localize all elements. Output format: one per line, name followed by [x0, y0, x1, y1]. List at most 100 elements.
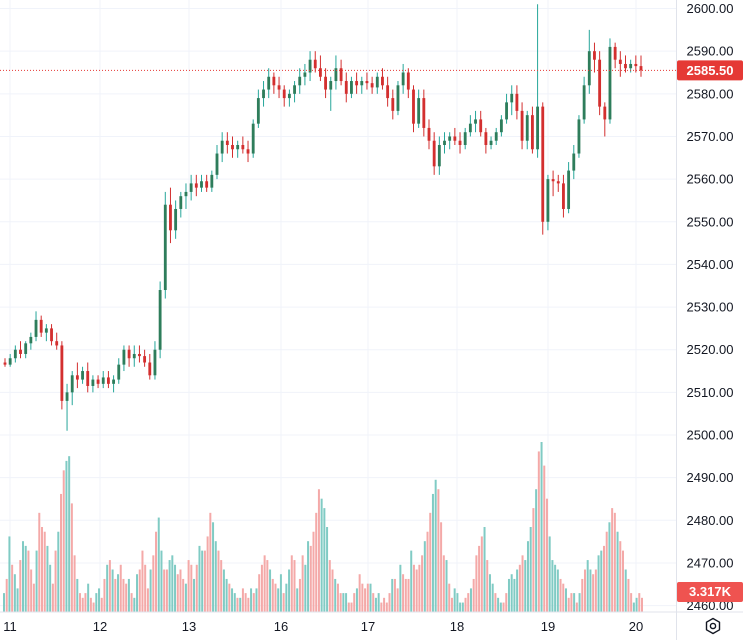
volume-bar [619, 541, 622, 612]
candle-body [308, 59, 312, 73]
candle-body [70, 375, 74, 393]
volume-bar [505, 593, 508, 612]
volume-bar [288, 569, 291, 612]
volume-bar [250, 588, 253, 612]
candle-body [541, 106, 545, 222]
candle [231, 136, 234, 158]
volume-bar [440, 522, 443, 612]
candle [453, 127, 457, 146]
volume-bar [431, 493, 434, 612]
volume-bar [290, 555, 293, 612]
candle-body [536, 106, 539, 150]
volume-bar [274, 583, 277, 612]
candle [39, 315, 43, 337]
volume-bar [114, 578, 117, 612]
candle [324, 68, 327, 99]
candle [572, 145, 576, 180]
y-axis[interactable]: 2460.002470.002480.002490.002500.002510.… [676, 0, 734, 640]
candle [474, 110, 477, 133]
candle [386, 76, 390, 107]
volume-bar [117, 574, 120, 612]
candle-body [386, 85, 390, 99]
volume-bar [122, 578, 125, 612]
candle-body [231, 145, 234, 150]
volume-bar [206, 536, 209, 612]
settings-gear-icon[interactable] [700, 615, 726, 637]
volume-bar [174, 564, 177, 612]
y-tick-label: 2500.00 [687, 428, 734, 443]
volume-bar [578, 593, 581, 612]
candle-body [298, 76, 302, 86]
volume-bar [317, 489, 320, 612]
candle-body [236, 145, 240, 150]
candle [365, 72, 369, 90]
candle [225, 132, 229, 154]
candle-body [556, 181, 560, 184]
volume-bar [266, 560, 269, 612]
candle-body [163, 204, 167, 291]
candle [458, 132, 462, 154]
candle-body [463, 132, 467, 145]
candle-body [505, 102, 508, 120]
candle [179, 191, 183, 218]
volume-bar [144, 564, 147, 612]
volume-bar [320, 498, 323, 612]
volume-bar [575, 602, 578, 612]
candle-body [396, 85, 400, 111]
candle-body [101, 377, 105, 384]
volume-bar [247, 597, 250, 612]
volume-bar [369, 583, 372, 612]
volume-bar [11, 564, 14, 612]
candle-body [567, 170, 571, 209]
volume-bar [54, 550, 57, 612]
volume-bar [171, 555, 174, 612]
candle [329, 76, 333, 111]
volume-bar [184, 583, 187, 612]
candle [60, 341, 64, 410]
volume-bar [176, 574, 179, 612]
volume-bar [638, 593, 641, 612]
x-axis[interactable]: 11 12 13 16 17 18 19 20 [0, 611, 743, 634]
candle [355, 72, 359, 94]
candle-body [153, 349, 157, 376]
candle [55, 332, 59, 350]
volume-bar [526, 541, 529, 612]
candle-body [520, 110, 524, 141]
candle-body [453, 136, 457, 141]
y-tick-label: 2520.00 [687, 342, 734, 357]
volume-bar [499, 602, 502, 612]
volume-bar [43, 531, 46, 612]
volume-bar [323, 508, 326, 612]
candle [556, 174, 560, 192]
candle [318, 55, 322, 82]
candle-body [75, 375, 79, 380]
volume-bar [108, 560, 111, 612]
volume-bar [103, 578, 106, 612]
candle [34, 311, 38, 342]
volume-bar [602, 545, 605, 612]
y-tick-label: 2570.00 [687, 129, 734, 144]
volume-bar [339, 593, 342, 612]
candle-body [215, 153, 219, 175]
candle [287, 89, 291, 107]
volume-bar [459, 602, 462, 612]
volume-bar [521, 555, 524, 612]
volume-bar [524, 560, 527, 612]
volume-bar [630, 593, 633, 612]
candle [381, 68, 384, 90]
candle-body [608, 46, 612, 120]
volume-bar [41, 527, 44, 612]
volume-bar [480, 536, 483, 612]
candle-body [401, 72, 405, 86]
volume-label: 3.317K [689, 584, 732, 599]
candle [463, 127, 467, 150]
volume-bar [255, 588, 258, 612]
candle [29, 332, 33, 350]
candle-body [13, 349, 17, 359]
candle [468, 115, 472, 137]
candle [562, 174, 565, 218]
volume-bar [182, 578, 185, 612]
x-tick-label: 20 [629, 619, 643, 634]
volume-bar [70, 503, 73, 612]
